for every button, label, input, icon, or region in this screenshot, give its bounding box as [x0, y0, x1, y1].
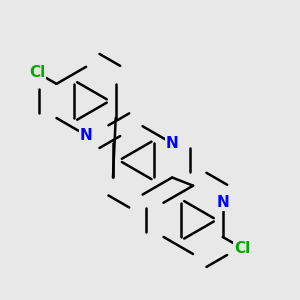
Text: Cl: Cl	[29, 65, 45, 80]
Text: N: N	[80, 128, 92, 142]
Text: Cl: Cl	[234, 241, 250, 256]
Text: N: N	[166, 136, 178, 151]
Text: N: N	[216, 195, 229, 210]
